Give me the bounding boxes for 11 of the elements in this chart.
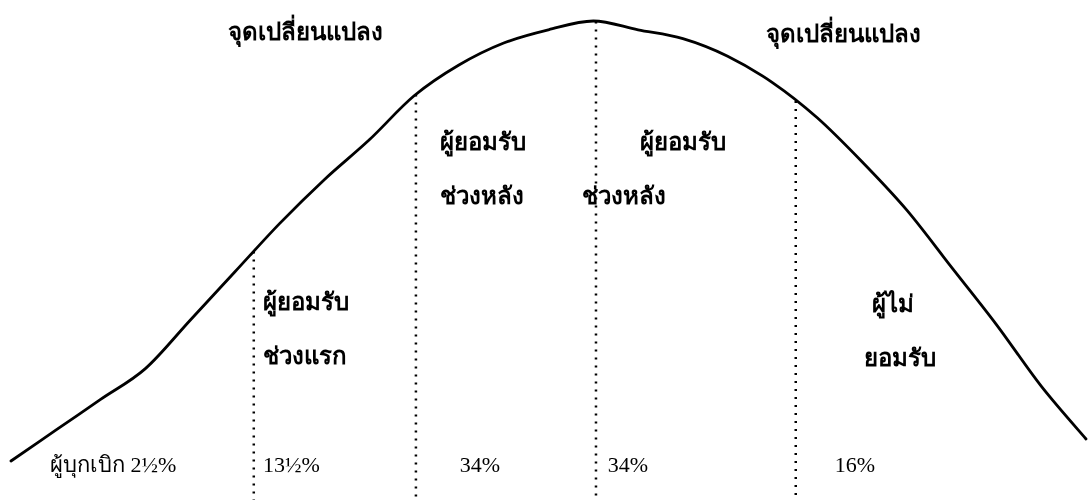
annotation: ผู้ยอมรับ ช่วงหลัง bbox=[440, 129, 526, 209]
annotation: ผู้บุกเบิก 2½% bbox=[50, 452, 177, 478]
annotation: 16% bbox=[834, 452, 876, 477]
annotation: 13½% bbox=[263, 452, 320, 477]
annotation: 34% bbox=[607, 452, 649, 477]
annotation: 34% bbox=[459, 452, 501, 477]
annotation: จุดเปลี่ยนแปลง bbox=[227, 14, 383, 48]
annotation: ผู้ยอมรับ ช่วงแรก bbox=[263, 289, 349, 369]
annotation: ผู้ยอมรับ ช่วงหลัง bbox=[582, 129, 726, 209]
annotation: ผู้ไม่ ยอมรับ bbox=[864, 289, 936, 371]
annotation: จุดเปลี่ยนแปลง bbox=[765, 16, 921, 50]
